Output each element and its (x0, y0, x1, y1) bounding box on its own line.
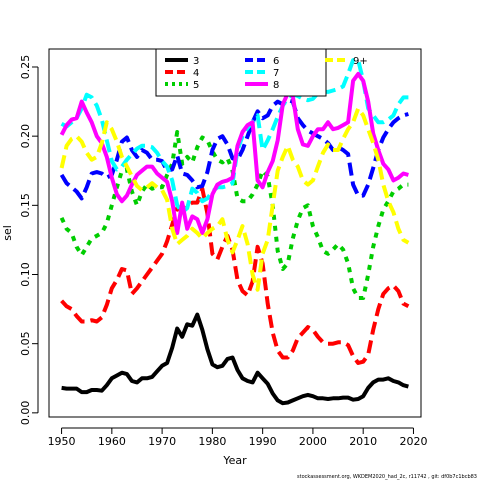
series-line-8 (59, 71, 409, 235)
series-line-3 (61, 312, 409, 406)
footer-text: stockassessment.org, WKDEM2020_had_2c, r… (297, 474, 477, 480)
y-tick-label: 0.25 (19, 55, 32, 80)
legend-label-4: 4 (193, 68, 199, 79)
x-tick-label: 1960 (98, 435, 126, 448)
x-axis-title: Year (222, 454, 247, 467)
y-tick-label: 0.10 (19, 262, 32, 287)
legend: 345 678 9+ (155, 48, 368, 97)
series-line-5 (59, 130, 409, 300)
legend-label-8: 8 (273, 80, 279, 91)
legend-label-7: 7 (273, 68, 279, 79)
x-tick-label: 2010 (349, 435, 377, 448)
y-tick-label: 0.20 (19, 124, 32, 149)
x-tick-label: 1970 (148, 435, 176, 448)
x-tick-label: 1950 (48, 435, 76, 448)
x-tick-label: 2000 (299, 435, 327, 448)
y-tick-label: 0.15 (19, 193, 32, 218)
x-tick-label: 2020 (399, 435, 427, 448)
series-line-9plus (59, 106, 410, 292)
y-tick-label: 0.00 (19, 401, 32, 426)
y-tick-label: 0.05 (19, 331, 32, 356)
x-tick-label: 1980 (198, 435, 226, 448)
series-line-4 (60, 186, 410, 365)
legend-label-9plus: 9+ (353, 56, 368, 67)
legend-label-6: 6 (273, 56, 279, 67)
y-axis-title: sel (1, 225, 14, 241)
legend-label-5: 5 (193, 80, 199, 91)
series-layer (59, 58, 410, 406)
series-line-7 (60, 58, 409, 215)
legend-label-3: 3 (193, 56, 199, 67)
x-tick-label: 1990 (249, 435, 277, 448)
axis-layer: 1950 1960 1970 1980 1990 2000 2010 2020 0.00 0.05… (19, 55, 427, 448)
